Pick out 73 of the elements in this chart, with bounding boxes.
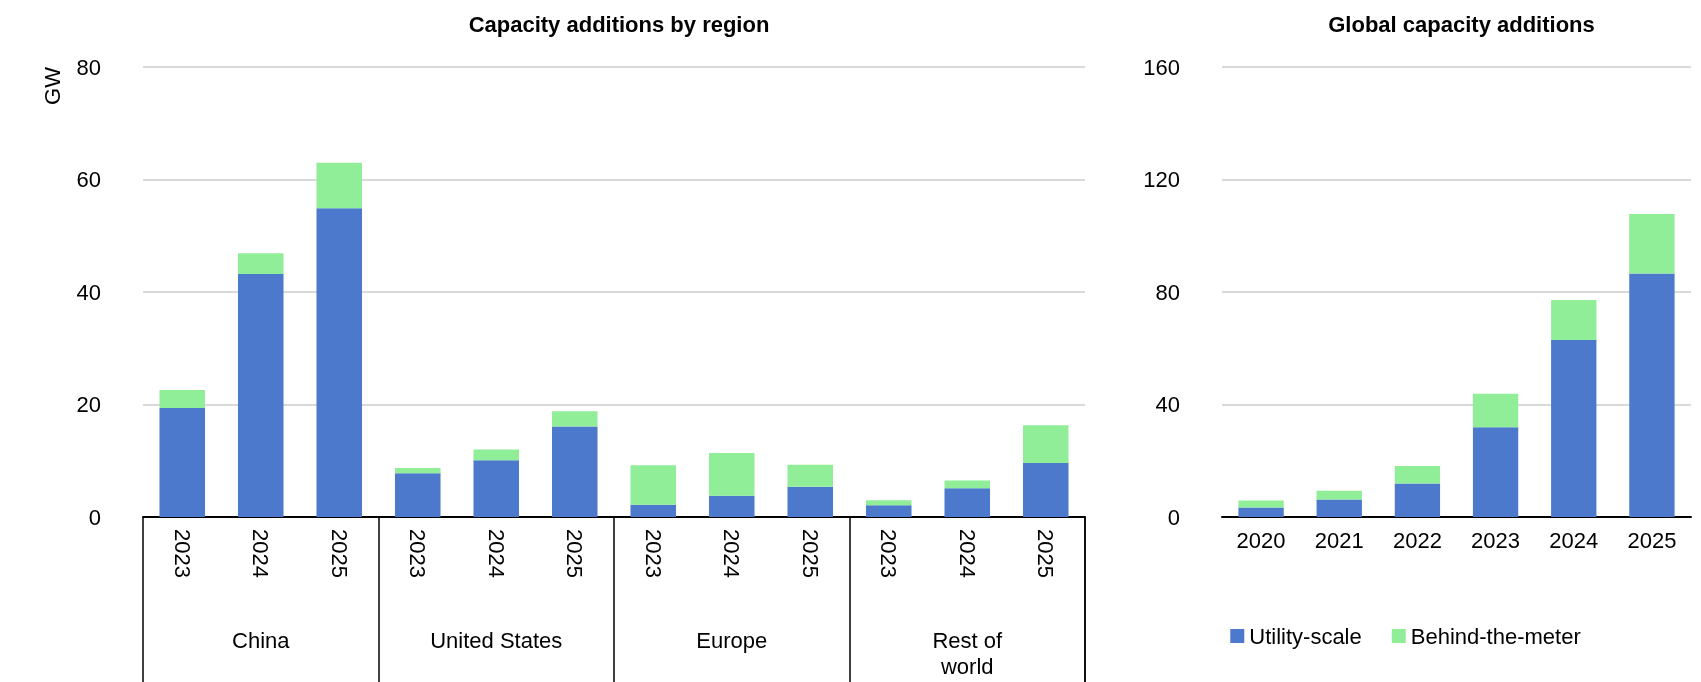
bar [1394,466,1441,484]
y-tick-label: 20 [76,392,101,417]
y-tick-label: 60 [76,167,101,192]
bar [1238,500,1284,508]
x-tick-label: 2023 [640,529,666,578]
bar [316,208,363,517]
bar [473,460,520,517]
bar [1394,483,1441,517]
chart-title: Capacity additions by region [468,11,770,37]
x-tick-label: 2025 [1033,529,1059,578]
y-tick-label: 40 [1155,392,1180,417]
y-tick-label: 40 [76,279,101,305]
bar [1316,490,1362,500]
bar [1551,340,1597,517]
text: Europe [696,627,768,653]
bar [1629,214,1675,274]
bar [1472,393,1519,428]
legend-label: Utility-scale [1249,623,1362,649]
bar [551,426,598,517]
bar [316,162,363,209]
bar [787,486,834,517]
bar [630,465,677,505]
bar [394,473,441,517]
x-tick-label: 2025 [797,529,823,578]
y-tick-label: 0 [1167,504,1180,530]
bar [708,452,755,496]
y-tick-label: 80 [76,54,101,80]
x-tick-label: 2021 [1314,527,1364,553]
bar [1629,273,1675,517]
text: China [232,627,291,653]
x-tick-label: 2023 [405,529,431,578]
x-tick-label: 2024 [719,529,745,578]
bar [473,449,520,461]
y-axis-title: GW [39,66,65,105]
bar [1551,299,1597,341]
bar [865,505,912,517]
y-tick-label: 0 [88,504,101,530]
x-tick-label: 2023 [876,529,902,578]
bar [1022,425,1069,463]
x-tick-label: 2020 [1236,527,1286,553]
x-tick-label: 2024 [483,529,509,578]
bar [394,468,441,474]
x-tick-label: 2024 [954,529,980,578]
bar [1022,463,1069,517]
x-tick-label: 2025 [326,529,352,578]
x-tick-label: 2024 [248,529,274,578]
x-tick-label: 2025 [562,529,588,578]
x-tick-label: 2023 [169,529,195,578]
bar [237,253,284,274]
bar [1238,507,1284,517]
bar [237,274,284,517]
bar [787,464,834,487]
bar [944,480,991,489]
y-tick-label: 120 [1143,167,1180,192]
bar [865,500,912,506]
bar [708,495,755,517]
chart-title: Global capacity additions [1328,11,1595,37]
bar [551,411,598,427]
x-tick-label: 2023 [1471,527,1521,553]
x-tick-label: 2022 [1392,527,1442,553]
bar [1472,427,1519,517]
legend-label: Behind-the-meter [1410,623,1581,649]
x-tick-label: 2024 [1549,527,1599,553]
bar [630,504,677,517]
y-tick-label: 80 [1155,279,1180,305]
bar [159,389,206,408]
bar [944,488,991,517]
text: Rest of world [932,627,1003,679]
bar [159,407,206,517]
y-tick-label: 160 [1143,54,1180,80]
bar [1316,499,1362,517]
text: United States [430,627,563,653]
x-tick-label: 2025 [1627,527,1677,553]
